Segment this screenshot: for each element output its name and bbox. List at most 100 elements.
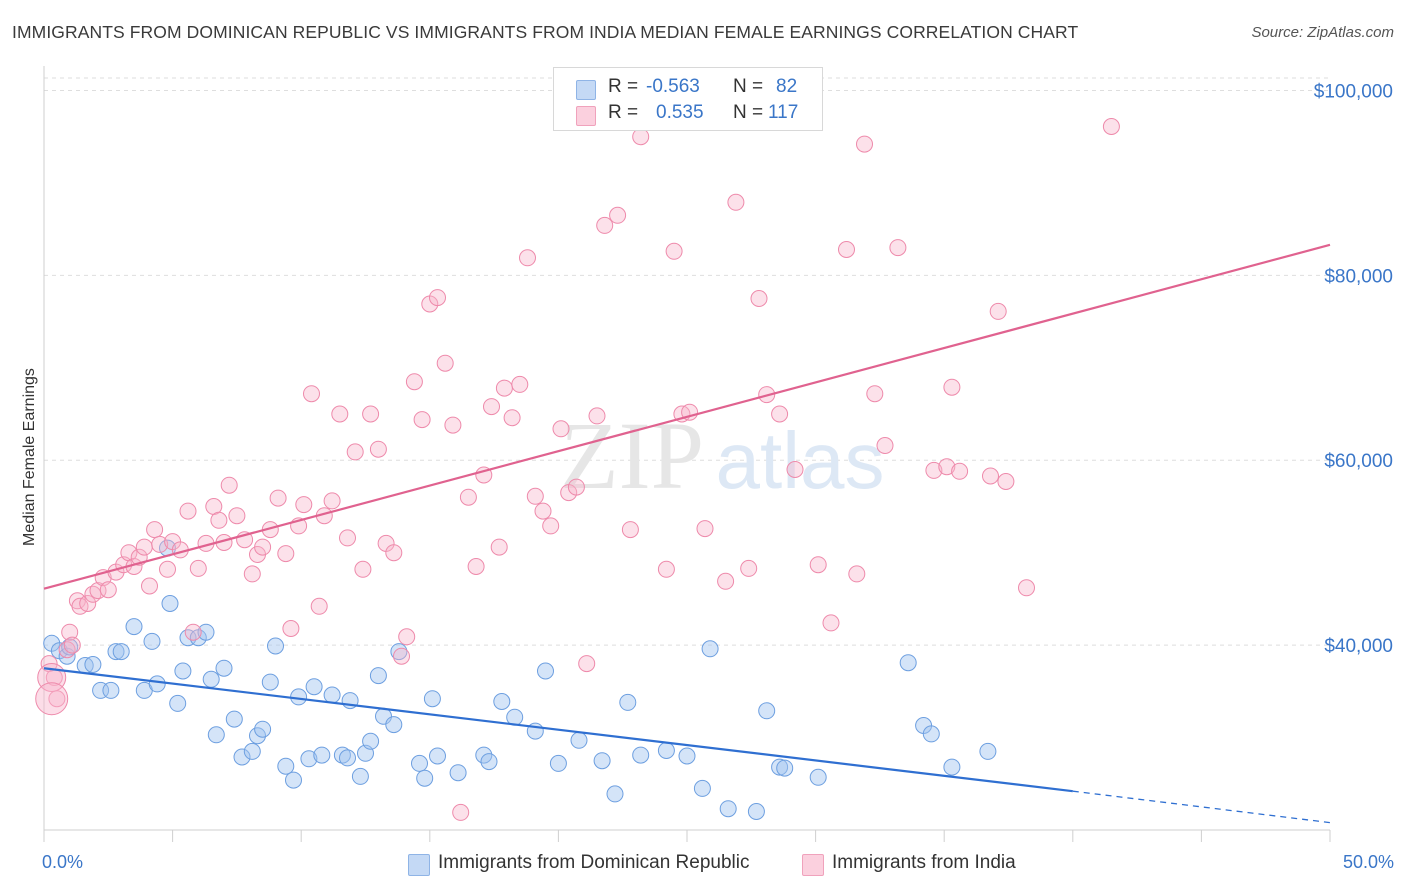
india-data-point xyxy=(452,803,470,821)
dominican-trend-extension xyxy=(1072,790,1331,824)
india-data-point xyxy=(848,565,866,583)
dominican-data-point xyxy=(92,681,110,699)
legend-r-label: R = xyxy=(608,76,639,97)
legend-n-label: N = xyxy=(733,76,764,97)
bottom-legend-swatch-india xyxy=(802,854,824,876)
india-data-point xyxy=(436,354,454,372)
dominican-data-point xyxy=(323,686,341,704)
dominican-data-point xyxy=(385,716,403,734)
india-data-point xyxy=(786,461,804,478)
bottom-legend-swatch-dominican xyxy=(408,854,430,876)
dominican-data-point xyxy=(922,725,940,743)
india-data-point xyxy=(856,135,873,153)
dominican-data-point xyxy=(411,754,428,772)
india-data-point xyxy=(141,577,158,595)
dominican-data-point xyxy=(333,746,351,764)
axes xyxy=(43,66,1331,842)
india-data-point xyxy=(339,529,356,547)
india-data-point xyxy=(354,560,372,578)
india-data-point xyxy=(331,405,349,423)
india-data-point xyxy=(444,416,462,434)
dominican-data-point xyxy=(693,779,711,797)
india-data-point xyxy=(277,545,295,563)
bottom-legend-label-dominican: Immigrants from Dominican Republic xyxy=(438,852,750,873)
india-data-point xyxy=(282,620,300,637)
dominican-data-point xyxy=(362,732,380,750)
india-data-point xyxy=(159,560,176,578)
india-data-point xyxy=(519,249,536,267)
india-data-point xyxy=(210,511,228,529)
india-data-point xyxy=(750,290,768,307)
india-data-point xyxy=(740,559,758,577)
dominican-data-point xyxy=(776,759,794,777)
india-data-point xyxy=(876,437,894,454)
dominican-data-point xyxy=(701,640,719,658)
india-data-point xyxy=(179,502,197,520)
india-data-point xyxy=(58,641,76,659)
dominican-data-point xyxy=(107,643,125,661)
india-data-point xyxy=(413,411,431,429)
india-data-point xyxy=(534,502,552,520)
legend-n-value: 117 xyxy=(768,102,799,123)
india-data-point xyxy=(552,420,570,438)
india-data-point xyxy=(151,535,169,553)
india-data-point xyxy=(269,489,287,507)
india-data-point xyxy=(254,538,272,556)
india-data-point xyxy=(146,521,164,539)
dominican-data-point xyxy=(351,767,369,785)
watermark-zip: ZIP xyxy=(560,402,704,509)
dominican-data-point xyxy=(678,747,696,765)
dominican-data-point xyxy=(148,675,166,693)
india-data-point xyxy=(467,558,485,575)
india-data-point xyxy=(511,375,529,393)
dominican-data-point xyxy=(61,638,79,656)
india-data-point xyxy=(1102,118,1120,135)
legend-n-value: 82 xyxy=(776,76,798,97)
y-tick-label: $100,000 xyxy=(1314,81,1393,102)
dominican-data-point xyxy=(619,693,637,711)
dominican-trend-line xyxy=(43,667,1073,793)
india-data-point xyxy=(657,560,675,578)
dominican-data-point xyxy=(161,595,179,612)
india-data-point xyxy=(346,443,364,461)
watermark-atlas: atlas xyxy=(716,416,885,505)
india-data-point xyxy=(189,559,207,577)
chart-title: IMMIGRANTS FROM DOMINICAN REPUBLIC VS IM… xyxy=(12,22,1079,42)
india-data-point xyxy=(490,538,508,556)
dominican-data-point xyxy=(593,752,611,770)
dominican-data-point xyxy=(369,667,387,685)
india-data-point xyxy=(1018,579,1035,597)
india-data-point xyxy=(393,647,410,665)
india-data-point xyxy=(951,462,969,480)
dominican-data-point xyxy=(215,659,233,677)
legend-r-label: R = xyxy=(608,102,639,123)
india-data-point xyxy=(405,373,423,391)
x-tick-label-min: 0.0% xyxy=(42,852,84,872)
dominican-data-point xyxy=(771,758,789,776)
india-data-point xyxy=(596,216,614,234)
dominican-data-point xyxy=(747,803,765,820)
dominican-data-point xyxy=(339,749,356,767)
dominican-data-point xyxy=(285,771,302,789)
dominican-data-point xyxy=(899,654,917,672)
india-data-point xyxy=(369,440,387,458)
india-data-point xyxy=(943,378,961,396)
india-data-point xyxy=(696,520,714,538)
dominican-data-point xyxy=(449,764,467,782)
india-data-point xyxy=(295,496,313,514)
dominican-data-point xyxy=(809,768,827,786)
india-data-point xyxy=(220,476,238,494)
trend-lines xyxy=(43,243,1331,824)
dominican-data-point xyxy=(112,643,130,661)
dominican-data-point xyxy=(143,632,161,650)
dominican-data-point xyxy=(233,748,251,766)
india-trend-line xyxy=(43,243,1331,590)
legend-r-value: -0.563 xyxy=(646,76,700,97)
y-tick-label: $40,000 xyxy=(1324,636,1393,657)
x-tick-label-max: 50.0% xyxy=(1342,852,1394,872)
y-tick-label: $60,000 xyxy=(1324,451,1393,472)
dominican-data-point xyxy=(313,746,331,764)
legend-swatch-india xyxy=(576,106,596,126)
dominican-data-point xyxy=(305,678,323,696)
india-data-point xyxy=(809,556,827,574)
